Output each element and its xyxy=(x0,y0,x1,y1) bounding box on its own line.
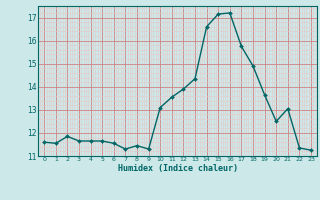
X-axis label: Humidex (Indice chaleur): Humidex (Indice chaleur) xyxy=(118,164,238,173)
